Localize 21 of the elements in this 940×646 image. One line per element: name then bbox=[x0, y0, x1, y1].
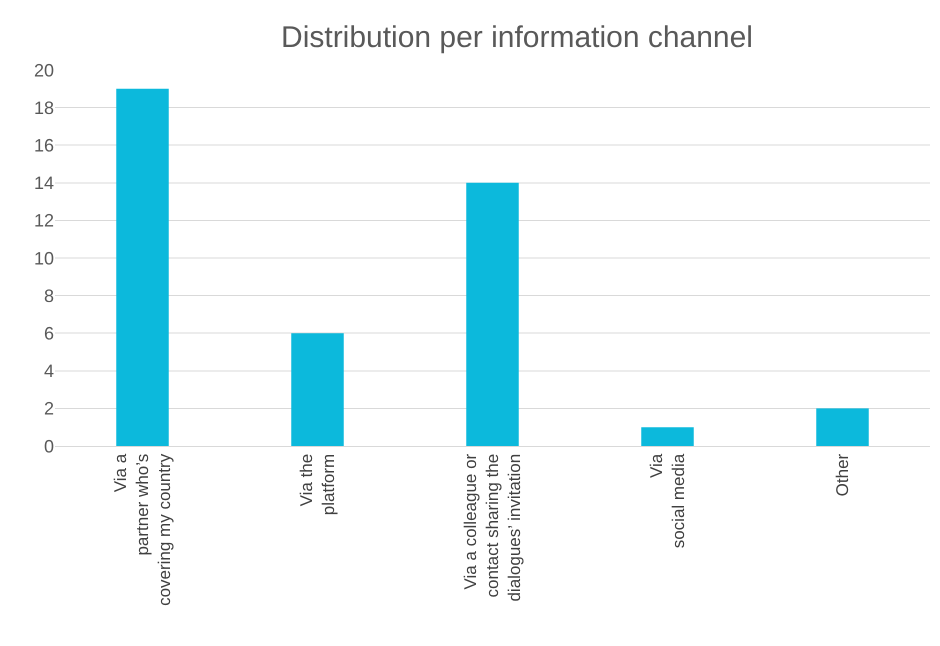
y-tick-label: 20 bbox=[34, 60, 54, 80]
y-tick-label: 14 bbox=[34, 173, 54, 194]
y-tick-label: 10 bbox=[34, 248, 54, 268]
bar bbox=[291, 333, 344, 446]
bar bbox=[466, 182, 519, 446]
y-tick-label: 18 bbox=[34, 98, 54, 118]
x-tick-label: Via social media bbox=[646, 453, 688, 548]
y-tick-label: 12 bbox=[34, 210, 54, 231]
chart-title: Distribution per information channel bbox=[281, 20, 753, 54]
x-tick-label: Via the platform bbox=[296, 454, 338, 516]
x-tick-label: Via a partner who’s covering my country bbox=[110, 453, 174, 606]
y-tick-label: 4 bbox=[44, 361, 54, 382]
y-tick-label: 2 bbox=[44, 398, 54, 419]
y-tick-label: 8 bbox=[44, 286, 54, 306]
bar bbox=[116, 88, 169, 446]
bar bbox=[641, 427, 694, 446]
y-tick-label: 0 bbox=[44, 436, 54, 456]
x-tick-label: Other bbox=[833, 453, 852, 496]
y-tick-label: 6 bbox=[44, 324, 54, 344]
y-tick-label: 16 bbox=[34, 136, 54, 156]
bar bbox=[816, 408, 869, 446]
